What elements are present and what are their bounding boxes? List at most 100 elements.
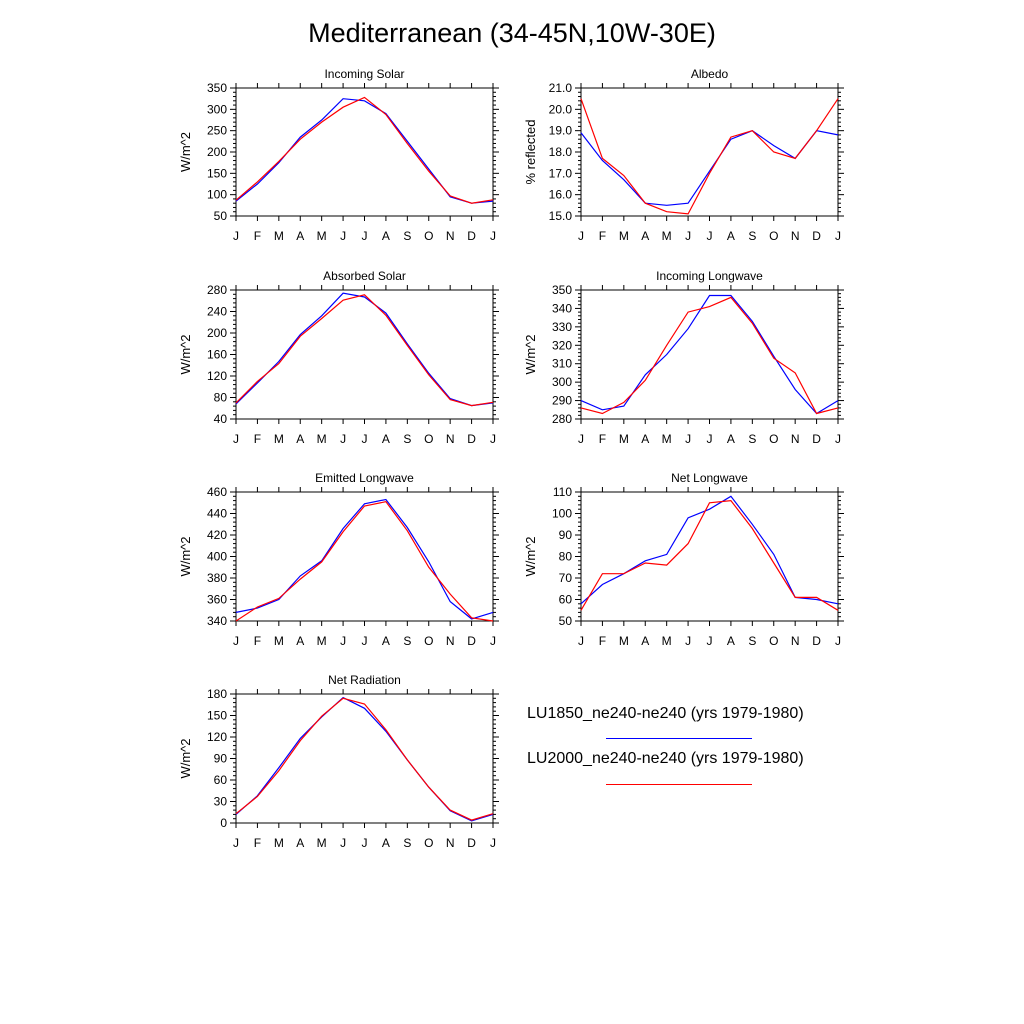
panel-net-longwave-xtick-label: J	[835, 634, 841, 648]
panel-incoming-longwave-title: Incoming Longwave	[656, 269, 763, 283]
legend-line-lu2000	[606, 784, 752, 785]
panel-net-longwave-title: Net Longwave	[671, 471, 748, 485]
panel-absorbed-solar-ylabel: W/m^2	[178, 334, 193, 374]
panel-albedo-xtick-label: N	[791, 229, 800, 243]
panel-net-radiation-xtick-label: M	[274, 836, 284, 850]
panel-albedo-series-lu2000-ne240-ne240	[580, 98, 839, 215]
panel-incoming-longwave-ytick-label: 340	[552, 301, 572, 315]
panel-incoming-solar-xtick-label: O	[424, 229, 433, 243]
panel-emitted-longwave-title: Emitted Longwave	[315, 471, 414, 485]
panel-emitted-longwave-xtick-label: J	[490, 634, 496, 648]
panel-emitted-longwave-xtick-label: O	[424, 634, 433, 648]
panel-incoming-longwave-xtick-label: N	[791, 432, 800, 446]
panel-net-radiation-frame	[235, 693, 494, 824]
panel-absorbed-solar-series-lu2000-ne240-ne240	[235, 294, 494, 407]
panel-absorbed-solar-xtick-label: J	[233, 432, 239, 446]
panel-albedo-xtick-label: O	[769, 229, 778, 243]
panel-net-longwave-frame	[580, 491, 839, 622]
panel-absorbed-solar-ytick-label: 280	[207, 283, 227, 297]
panel-net-longwave-xtick-label: S	[748, 634, 756, 648]
panel-absorbed-solar-ytick-label: 240	[207, 305, 227, 319]
panel-net-longwave-ytick-label: 90	[559, 528, 573, 542]
panel-albedo-ytick-label: 17.0	[549, 166, 573, 180]
panel-net-longwave-series-lu1850-ne240-ne240	[580, 495, 839, 605]
panel-incoming-solar-xtick-label: D	[467, 229, 476, 243]
panel-net-radiation-xtick-label: O	[424, 836, 433, 850]
panel-incoming-longwave-ytick-label: 310	[552, 357, 572, 371]
legend-label-lu1850: LU1850_ne240-ne240 (yrs 1979-1980)	[527, 705, 804, 722]
panel-emitted-longwave-series-lu1850-ne240-ne240	[235, 498, 494, 620]
panel-albedo-xtick-label: D	[812, 229, 821, 243]
panel-incoming-longwave-xtick-label: D	[812, 432, 821, 446]
panel-incoming-longwave-xtick-label: M	[619, 432, 629, 446]
panel-incoming-longwave-ytick-label: 330	[552, 320, 572, 334]
panel-incoming-solar-title: Incoming Solar	[324, 67, 404, 81]
panel-absorbed-solar-xtick-label: M	[317, 432, 327, 446]
panel-albedo-xtick-label: F	[599, 229, 606, 243]
panel-net-radiation-xtick-label: M	[317, 836, 327, 850]
panel-incoming-longwave-ytick-label: 320	[552, 338, 572, 352]
panel-incoming-solar: Incoming Solar W/m^2 50 100 150 200 250 300 350 J…	[178, 67, 499, 243]
panel-emitted-longwave-xtick-label: M	[274, 634, 284, 648]
panel-incoming-longwave-xtick-label: J	[835, 432, 841, 446]
panel-net-longwave-ytick-label: 70	[559, 571, 573, 585]
panel-incoming-longwave-ytick-label: 300	[552, 375, 572, 389]
panel-albedo-xtick-label: M	[619, 229, 629, 243]
panel-net-radiation-ytick-label: 180	[207, 687, 227, 701]
panel-net-longwave-xtick-label: O	[769, 634, 778, 648]
panel-albedo-ytick-label: 16.0	[549, 188, 573, 202]
figure-title: Mediterranean (34-45N,10W-30E)	[308, 18, 716, 48]
panel-absorbed-solar-ytick-label: 200	[207, 326, 227, 340]
panel-net-longwave-series-lu2000-ne240-ne240	[580, 499, 839, 611]
panel-net-longwave-xtick-label: J	[707, 634, 713, 648]
panel-absorbed-solar-ytick-label: 120	[207, 369, 227, 383]
panel-incoming-solar-series-lu1850-ne240-ne240	[235, 98, 494, 204]
panel-absorbed-solar-ytick-label: 80	[214, 391, 228, 405]
panel-net-radiation-series-lu1850-ne240-ne240	[235, 696, 494, 822]
legend-label-lu2000: LU2000_ne240-ne240 (yrs 1979-1980)	[527, 750, 804, 767]
panel-albedo-xtick-label: S	[748, 229, 756, 243]
panel-incoming-longwave-series-lu1850-ne240-ne240	[580, 294, 839, 415]
panel-net-longwave-xtick-label: D	[812, 634, 821, 648]
panel-incoming-longwave-series-lu2000-ne240-ne240	[580, 296, 839, 415]
panel-absorbed-solar: Absorbed Solar W/m^2 40 80 120 160 200 240 280 J F…	[178, 269, 499, 446]
panel-emitted-longwave-xtick-label: D	[467, 634, 476, 648]
panel-net-longwave-xtick-label: M	[619, 634, 629, 648]
panel-incoming-solar-xtick-label: J	[490, 229, 496, 243]
panel-net-radiation-xtick-label: A	[382, 836, 390, 850]
panel-incoming-longwave-xtick-label: J	[578, 432, 584, 446]
panel-net-radiation-xtick-label: A	[296, 836, 304, 850]
panel-albedo-xtick-label: J	[578, 229, 584, 243]
panel-incoming-solar-xtick-label: S	[403, 229, 411, 243]
panel-incoming-solar-series-lu2000-ne240-ne240	[235, 96, 494, 204]
panel-absorbed-solar-xtick-label: A	[296, 432, 304, 446]
panel-emitted-longwave-xtick-label: A	[296, 634, 304, 648]
panel-albedo-ytick-label: 18.0	[549, 145, 573, 159]
panel-incoming-solar-xtick-label: N	[446, 229, 455, 243]
panel-emitted-longwave-series-lu2000-ne240-ne240	[235, 501, 494, 622]
panel-absorbed-solar-xtick-label: S	[403, 432, 411, 446]
panel-net-radiation-xtick-label: F	[254, 836, 261, 850]
panel-net-longwave-ytick-label: 50	[559, 614, 573, 628]
panel-absorbed-solar-ytick-label: 40	[214, 412, 228, 426]
panel-absorbed-solar-xtick-label: J	[340, 432, 346, 446]
panel-net-radiation-xtick-label: J	[340, 836, 346, 850]
panel-albedo-xtick-label: J	[835, 229, 841, 243]
panel-emitted-longwave-ylabel: W/m^2	[178, 536, 193, 576]
panel-albedo-ytick-label: 15.0	[549, 209, 573, 223]
panel-net-longwave-ylabel: W/m^2	[523, 536, 538, 576]
panel-albedo: Albedo % reflected 15.0 16.0 17.0 18.0 19.0 20.…	[523, 67, 844, 243]
panel-net-radiation-xtick-label: J	[490, 836, 496, 850]
panel-incoming-longwave-xtick-label: A	[641, 432, 649, 446]
panel-incoming-solar-ytick-label: 50	[214, 209, 228, 223]
panel-incoming-longwave-xtick-label: M	[662, 432, 672, 446]
panel-incoming-longwave-xtick-label: S	[748, 432, 756, 446]
panel-absorbed-solar-xtick-label: J	[362, 432, 368, 446]
panel-emitted-longwave-ytick-label: 400	[207, 550, 227, 564]
panel-emitted-longwave-xtick-label: M	[317, 634, 327, 648]
panel-albedo-series-lu1850-ne240-ne240	[580, 130, 839, 206]
panel-absorbed-solar-xtick-label: A	[382, 432, 390, 446]
panel-emitted-longwave-xtick-label: J	[362, 634, 368, 648]
